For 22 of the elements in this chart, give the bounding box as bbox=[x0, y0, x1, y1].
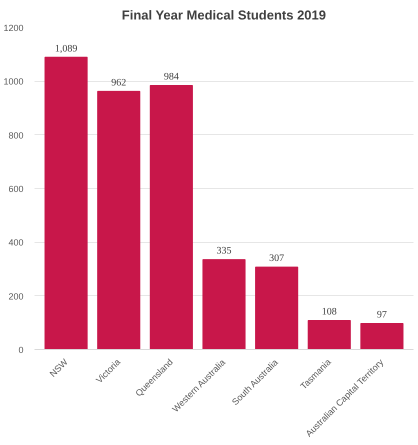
y-tick-label: 800 bbox=[8, 130, 24, 140]
y-tick-label: 200 bbox=[8, 291, 24, 302]
chart-title: Final Year Medical Students 2019 bbox=[122, 8, 326, 22]
data-label: 1,089 bbox=[54, 43, 78, 54]
bar bbox=[97, 90, 140, 350]
y-tick-label: 1200 bbox=[3, 23, 24, 33]
bar bbox=[255, 266, 298, 350]
y-tick-label: 400 bbox=[8, 238, 24, 248]
y-tick-label: 1000 bbox=[3, 76, 24, 87]
data-label: 335 bbox=[216, 246, 232, 257]
y-tick-label: 0 bbox=[18, 345, 24, 355]
bar bbox=[360, 322, 404, 350]
data-label: 108 bbox=[322, 306, 337, 318]
bar bbox=[308, 320, 351, 350]
bar bbox=[150, 84, 193, 350]
bar bbox=[202, 259, 246, 350]
data-label: 984 bbox=[164, 71, 179, 82]
data-label: 97 bbox=[376, 309, 387, 320]
y-tick-label: 600 bbox=[8, 184, 24, 194]
data-label: 307 bbox=[269, 253, 284, 264]
data-label: 962 bbox=[111, 77, 126, 88]
bar bbox=[44, 56, 88, 350]
